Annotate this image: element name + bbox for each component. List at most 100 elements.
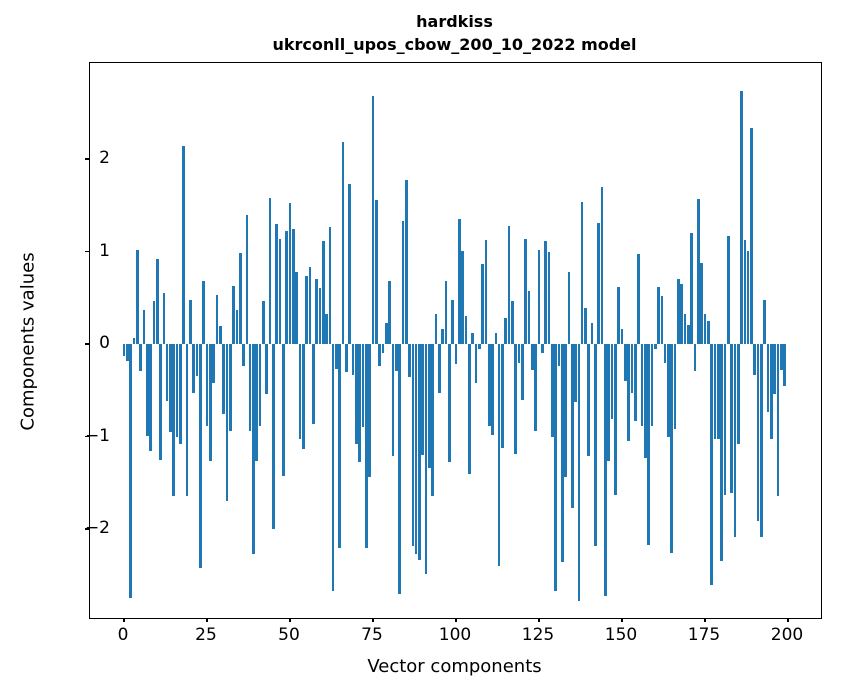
bar — [139, 344, 142, 371]
x-tick-mark — [455, 618, 457, 622]
bar — [663, 344, 667, 363]
x-tick-label: 200 — [770, 625, 804, 645]
bar — [298, 344, 302, 440]
bar — [325, 314, 328, 344]
bar — [129, 344, 132, 599]
bar — [428, 344, 431, 468]
x-tick-mark — [621, 618, 623, 622]
bar — [418, 344, 421, 560]
bar — [365, 344, 368, 548]
bar — [159, 344, 162, 460]
bar — [580, 202, 584, 344]
bar — [248, 344, 252, 431]
bar — [185, 344, 189, 496]
bar — [381, 344, 385, 354]
bar — [620, 329, 624, 344]
bar — [394, 344, 398, 371]
bar — [750, 127, 753, 344]
bar — [673, 344, 677, 430]
bar — [242, 344, 245, 367]
bar — [331, 344, 335, 591]
x-tick-label: 25 — [195, 625, 217, 645]
bar — [760, 344, 763, 538]
bar — [448, 344, 451, 463]
bar — [278, 239, 282, 344]
bar — [202, 281, 205, 344]
bar — [633, 344, 637, 421]
bar — [481, 263, 484, 344]
bar — [438, 344, 441, 394]
bar — [149, 344, 152, 452]
bar — [321, 241, 325, 344]
bar — [763, 299, 767, 344]
bar — [398, 344, 401, 594]
bar — [282, 344, 285, 477]
bar — [265, 344, 269, 394]
bar — [388, 281, 391, 344]
bar — [547, 251, 551, 344]
bar — [677, 279, 680, 344]
bar — [477, 344, 481, 349]
bar — [507, 225, 511, 344]
x-tick-label: 125 — [521, 625, 555, 645]
x-tick-mark — [787, 618, 789, 622]
y-tick-mark — [84, 158, 89, 160]
bar — [597, 222, 601, 344]
x-tick-mark — [206, 618, 208, 622]
bar — [710, 344, 713, 585]
bar — [361, 344, 365, 428]
bar — [355, 344, 358, 444]
bar — [125, 344, 129, 361]
bar — [783, 344, 786, 386]
bar — [318, 287, 322, 344]
bar — [165, 344, 169, 402]
bar — [222, 344, 225, 415]
y-axis-label: Components values — [17, 252, 39, 431]
bar — [517, 344, 521, 364]
bar — [570, 344, 574, 508]
bar — [308, 267, 312, 344]
bar — [391, 344, 395, 456]
bar — [716, 344, 720, 440]
bar — [706, 320, 710, 344]
bar — [431, 344, 435, 496]
x-tick-mark — [289, 618, 291, 622]
bar — [132, 337, 136, 344]
bar — [408, 344, 411, 378]
bar — [474, 344, 478, 383]
bar — [723, 344, 727, 495]
bar — [594, 344, 597, 546]
bar — [540, 344, 544, 354]
bar — [338, 344, 342, 548]
bar — [643, 344, 647, 458]
y-tick-label: 1 — [99, 240, 110, 261]
bar — [454, 344, 458, 365]
x-tick-mark — [123, 618, 125, 622]
bar — [268, 197, 272, 344]
bar — [687, 324, 690, 344]
bar — [341, 142, 345, 344]
bar — [683, 314, 687, 344]
bar — [640, 344, 644, 427]
bar — [414, 344, 418, 554]
bar — [557, 344, 561, 367]
bar — [245, 214, 249, 344]
bar — [637, 254, 640, 344]
bar — [501, 344, 504, 448]
bar — [647, 344, 650, 545]
bar — [667, 344, 670, 438]
bar — [491, 344, 494, 435]
bar — [690, 233, 694, 344]
bar — [627, 344, 630, 442]
bar — [295, 271, 298, 344]
bar — [441, 329, 445, 344]
bar — [205, 344, 209, 427]
bar — [680, 283, 684, 344]
bar — [776, 344, 780, 496]
bar — [401, 220, 405, 344]
bar — [600, 186, 604, 344]
bar — [451, 299, 454, 344]
y-tick-label: −1 — [84, 425, 110, 446]
bar — [610, 344, 614, 419]
